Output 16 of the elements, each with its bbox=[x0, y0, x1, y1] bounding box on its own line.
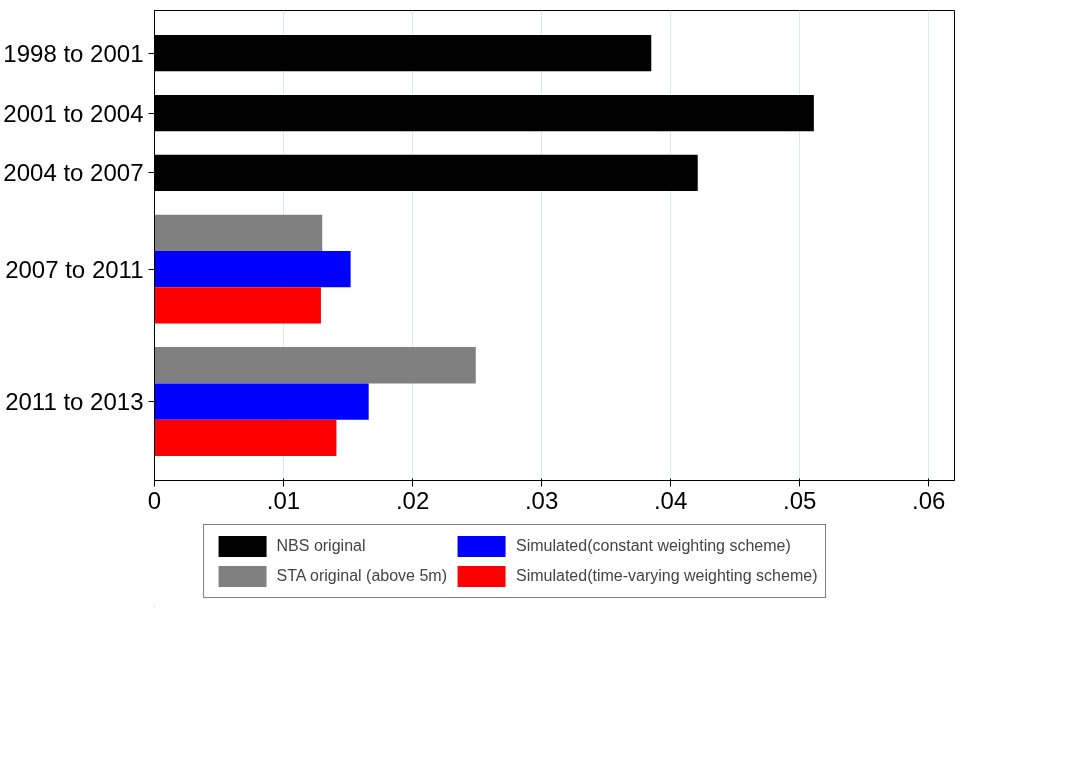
x-tick-label: .06 bbox=[912, 486, 946, 514]
x-tick-label: 0 bbox=[147, 486, 162, 514]
y-tick-label: 2011 to 2013 bbox=[5, 388, 144, 416]
y-tick-label: 2001 to 2004 bbox=[3, 99, 144, 127]
legend-label: NBS original bbox=[276, 537, 366, 555]
x-tick-label: .03 bbox=[524, 486, 559, 514]
y-tick-label: 2007 to 2011 bbox=[5, 255, 144, 283]
y-tick-label: 1998 to 2001 bbox=[3, 39, 144, 67]
legend-label: STA original (above 5m) bbox=[276, 567, 447, 585]
legend-label: Simulated(constant weighting scheme) bbox=[516, 537, 791, 555]
x-tick-label: .01 bbox=[266, 486, 301, 514]
x-tick-label: .05 bbox=[782, 486, 817, 514]
x-tick-label: .02 bbox=[395, 486, 430, 514]
x-tick-label: .04 bbox=[653, 486, 688, 514]
y-tick-label: 2004 to 2007 bbox=[3, 159, 144, 187]
legend-label: Simulated(time-varying weighting scheme) bbox=[516, 567, 818, 585]
